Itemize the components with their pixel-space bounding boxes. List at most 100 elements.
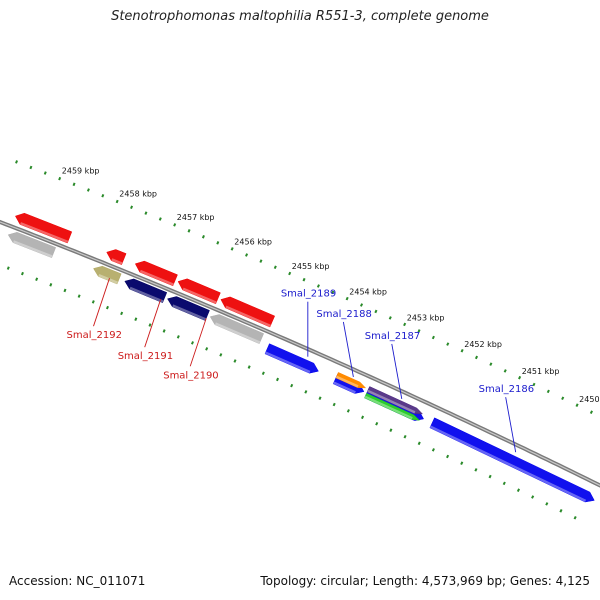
kbp-tick-label: 2456 kbp [234,237,272,246]
gene-label-smal-2191[interactable]: Smal_2191 [118,351,173,362]
ruler-minor-tick [302,277,306,282]
ruler-minor-tick [35,277,39,281]
ruler-minor-tick [589,410,593,414]
ruler-minor-tick [20,271,24,276]
ruler-minor-tick [474,355,479,360]
ruler-minor-tick [360,303,364,307]
ruler-minor-tick [545,502,549,506]
ruler-minor-tick [503,369,507,373]
ruler-minor-tick [101,193,105,198]
gene-feature-shading [225,305,271,327]
kbp-tick-label: 2452 kbp [464,340,502,349]
feature-tracks [7,212,595,503]
gene-feature-shading [214,322,261,344]
gene-feature-shading [182,287,217,304]
accession-text: Accession: NC_011071 [9,574,146,588]
gene-feature-shading [429,425,587,502]
gene-label-leader [144,299,162,348]
gene-label-smal-2190[interactable]: Smal_2190 [163,370,218,381]
gene-feature-g1[interactable] [7,232,57,259]
ruler-minor-tick [316,284,320,288]
kbp-tick-label: 2457 kbp [177,213,215,222]
ruler-minor-tick [431,335,435,340]
ruler-minor-tick [105,305,109,310]
ruler-minor-tick [120,311,124,316]
gene-feature-g3[interactable] [124,278,168,304]
ruler-minor-tick [374,309,378,314]
ruler-minor-tick [134,317,138,321]
gene-feature-g4[interactable] [167,296,210,321]
gene-feature-g5[interactable] [209,314,265,345]
gene-feature-r3[interactable] [134,260,178,287]
ruler-minor-tick [58,176,62,181]
lower-dotted-ruler [6,266,577,520]
gene-feature-r2[interactable] [106,249,127,266]
gene-feature-shading [139,269,174,286]
ruler-minor-tick [190,341,194,345]
ruler-minor-tick [233,359,237,363]
kbp-tick-label: 2455 kbp [292,262,330,271]
gene-feature-r5[interactable] [220,296,276,328]
ruler-minor-tick [531,495,535,499]
ruler-minor-tick [431,448,435,452]
kbp-tick-label: 2451 kbp [522,367,560,376]
ruler-minor-tick [559,509,563,513]
ruler-minor-tick [259,259,263,263]
ruler-minor-tick [290,383,294,388]
gene-feature-shading [172,304,207,321]
ruler-minor-tick [561,396,565,401]
ruler-minor-tick [63,288,67,293]
ruler-minor-tick [546,389,550,394]
ruler-minor-tick [201,235,205,239]
gene-label-leader [189,318,207,367]
gene-label-smal-2188[interactable]: Smal_2188 [316,309,371,320]
ruler-minor-tick [158,217,162,221]
ruler-minor-tick [216,241,220,245]
gene-label-smal-2192[interactable]: Smal_2192 [66,330,121,341]
ruler-minor-tick [361,415,365,420]
ruler-minor-tick [187,229,191,233]
gene-feature-r1[interactable] [15,212,73,244]
ruler-minor-tick [288,271,292,276]
ruler-minor-tick [304,390,308,394]
gene-feature-shading [333,381,356,394]
ruler-minor-tick [345,296,349,301]
ruler-minor-tick [130,205,134,210]
kbp-tick-label: 2459 kbp [62,167,100,176]
gene-label-smal-2189[interactable]: Smal_2189 [281,289,336,300]
ruler-minor-tick [474,468,478,472]
ruler-minor-tick [115,199,119,204]
ruler-minor-tick [247,365,251,369]
ruler-minor-tick [261,371,265,376]
gene-feature-r4[interactable] [177,278,221,305]
ruler-minor-tick [86,188,90,192]
kbp-ruler: 2459 kbp 2458 kbp 2457 kbp 2456 kbp 2455 kbp… [6,160,600,520]
gene-feature-g2[interactable] [93,265,122,285]
ruler-minor-tick [446,342,450,346]
ruler-minor-tick [388,316,392,320]
ruler-minor-tick [532,382,536,387]
gene-label-leader [391,343,403,399]
gene-label-smal-2187[interactable]: Smal_2187 [365,331,420,342]
gene-label-smal-2186[interactable]: Smal_2186 [479,384,534,395]
ruler-minor-tick [205,347,209,351]
ruler-minor-tick [176,335,180,339]
kbp-tick-label: 2450 kbp [579,395,600,404]
genome-summary-text: Topology: circular; Length: 4,573,969 bp… [260,574,590,588]
ruler-minor-tick [49,283,53,287]
ruler-minor-tick [318,396,322,400]
gene-feature-shading [367,389,416,414]
genome-backbone [0,219,600,488]
backbone-highlight-line [0,221,600,487]
ruler-minor-tick [488,474,492,479]
ruler-minor-tick [173,223,177,227]
kbp-tick-label: 2458 kbp [119,190,157,199]
ruler-minor-tick [273,265,277,270]
ruler-minor-tick [162,329,166,333]
upper-dotted-ruler [15,160,593,414]
ruler-minor-tick [502,481,506,486]
ruler-minor-tick [403,322,407,327]
gene-feature-shading [364,395,413,420]
